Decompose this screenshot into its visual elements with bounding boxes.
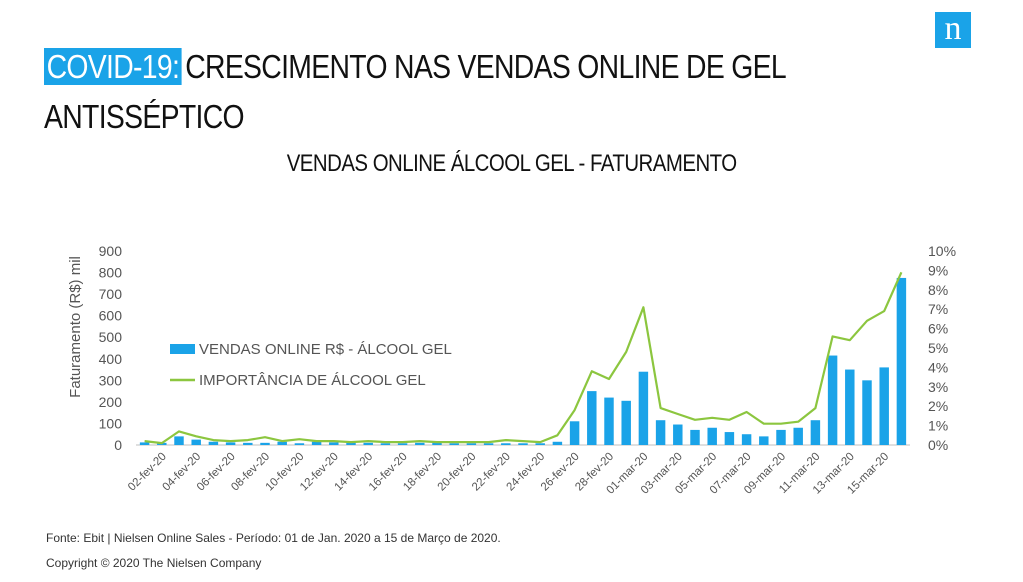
- bar-17: [432, 442, 442, 445]
- source-note: Fonte: Ebit | Nielsen Online Sales - Per…: [46, 531, 501, 545]
- bar-31: [673, 424, 683, 445]
- bar-30: [655, 420, 666, 445]
- y2-tick-3: 3%: [928, 379, 948, 395]
- bar-14: [380, 443, 391, 445]
- legend-label-bar: VENDAS ONLINE R$ - ÁLCOOL GEL: [199, 341, 452, 358]
- y2-tick-1: 1%: [928, 418, 948, 434]
- bar-43: [879, 367, 889, 445]
- bar-7: [260, 442, 270, 445]
- y2-tick-8: 8%: [928, 282, 948, 298]
- bar-32: [690, 429, 700, 445]
- bar-19: [466, 443, 477, 445]
- bar-6: [243, 442, 253, 445]
- series-line-importancia: [144, 271, 903, 445]
- title-highlight: COVID-19:: [44, 48, 182, 85]
- bar-11: [329, 442, 339, 445]
- bar-20: [483, 443, 494, 445]
- title-rest: CRESCIMENTO NAS VENDAS ONLINE DE GEL: [185, 48, 786, 85]
- bar-40: [827, 355, 838, 445]
- y2-tick-5: 5%: [928, 340, 948, 356]
- bar-5: [225, 442, 236, 445]
- y-tick-9: 900: [99, 243, 123, 259]
- bar-22: [518, 443, 528, 445]
- bar-3: [191, 439, 201, 445]
- y2-tick-4: 4%: [928, 359, 948, 375]
- title-line-1: COVID-19: CRESCIMENTO NAS VENDAS ONLINE D…: [44, 42, 787, 92]
- bar-4: [208, 441, 219, 445]
- chart-title: VENDAS ONLINE ÁLCOOL GEL - FATURAMENTO: [286, 150, 737, 177]
- bar-0: [139, 442, 150, 445]
- bar-42: [862, 380, 872, 445]
- y-tick-1: 100: [99, 415, 123, 431]
- bar-23: [535, 443, 545, 445]
- bar-44: [896, 277, 907, 445]
- bar-15: [397, 443, 408, 445]
- copyright: Copyright © 2020 The Nielsen Company: [46, 556, 262, 570]
- bar-13: [363, 442, 373, 445]
- y2-tick-10: 10%: [928, 243, 956, 259]
- bar-24: [552, 441, 563, 445]
- bar-16: [415, 442, 425, 445]
- nielsen-logo-icon: n: [935, 12, 971, 48]
- bar-34: [724, 432, 735, 445]
- page-title: COVID-19: CRESCIMENTO NAS VENDAS ONLINE D…: [44, 42, 804, 142]
- y2-tick-6: 6%: [928, 321, 948, 337]
- legend-bar-swatch: [170, 344, 195, 354]
- y-tick-4: 400: [99, 351, 123, 367]
- y2-tick-7: 7%: [928, 301, 948, 317]
- bar-28: [621, 400, 631, 445]
- bar-35: [741, 434, 752, 445]
- bar-41: [845, 369, 855, 445]
- bar-10: [311, 441, 322, 445]
- y-tick-3: 300: [99, 372, 123, 388]
- bar-27: [604, 397, 614, 445]
- bar-33: [707, 427, 717, 445]
- legend-label-line: IMPORTÂNCIA DE ÁLCOOL GEL: [199, 372, 426, 389]
- y2-tick-0: 0%: [928, 437, 948, 453]
- y-tick-0: 0: [114, 437, 122, 453]
- y-tick-5: 500: [99, 329, 123, 345]
- bar-9: [294, 443, 305, 445]
- y-tick-8: 800: [99, 265, 123, 281]
- bar-12: [346, 442, 356, 445]
- y2-tick-9: 9%: [928, 262, 948, 278]
- bar-37: [776, 429, 786, 445]
- y2-tick-2: 2%: [928, 398, 948, 414]
- bar-39: [810, 420, 821, 445]
- bar-8: [277, 441, 287, 445]
- bar-38: [793, 427, 803, 445]
- bar-26: [587, 391, 597, 445]
- title-line-2: ANTISSÉPTICO: [44, 98, 245, 135]
- bar-18: [449, 443, 459, 445]
- bar-2: [174, 436, 184, 445]
- legend: VENDAS ONLINE R$ - ÁLCOOL GEL IMPORTÂNCI…: [170, 341, 452, 389]
- bar-36: [759, 436, 769, 445]
- y-axis-title: Faturamento (R$) mil: [67, 256, 84, 398]
- bar-25: [569, 421, 580, 445]
- y-tick-7: 700: [99, 286, 123, 302]
- bar-29: [638, 371, 649, 445]
- y-tick-6: 600: [99, 308, 123, 324]
- y-tick-2: 200: [99, 394, 123, 410]
- bar-21: [501, 443, 511, 445]
